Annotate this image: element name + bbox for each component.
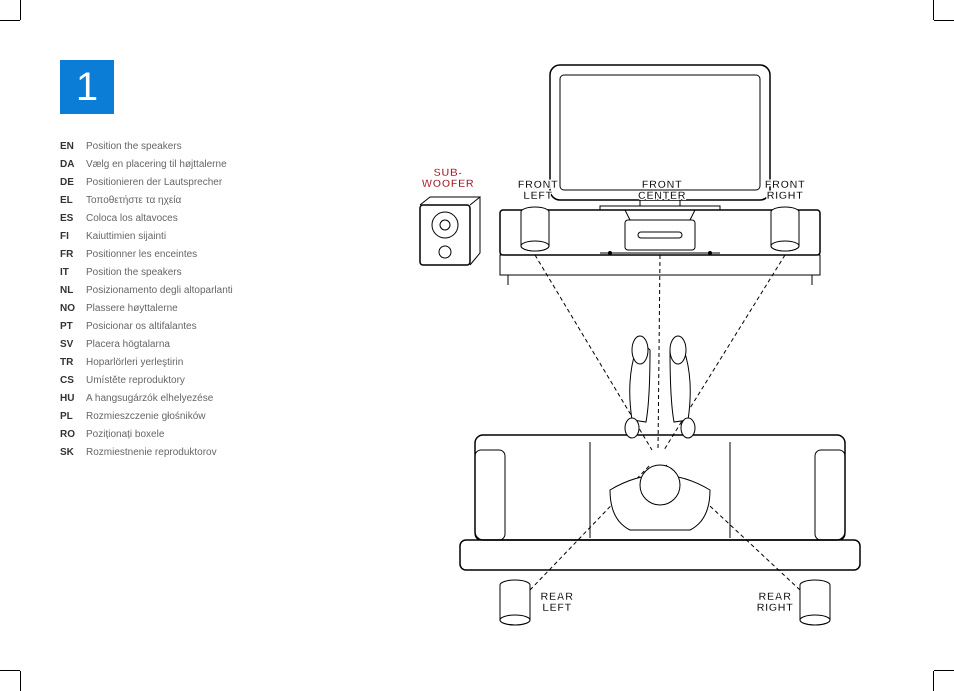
lang-text: Rozmiestnenie reproduktorov bbox=[86, 444, 217, 462]
lang-code: PL bbox=[60, 408, 86, 426]
lang-code: NO bbox=[60, 300, 86, 318]
label-front-center: FRONTCENTER bbox=[632, 180, 692, 202]
lang-text: Position the speakers bbox=[86, 264, 182, 282]
lang-code: SK bbox=[60, 444, 86, 462]
label-rear-left: REARLEFT bbox=[532, 592, 582, 614]
rear-right-speaker bbox=[800, 580, 830, 625]
lang-text: Posizionamento degli altoparlanti bbox=[86, 282, 233, 300]
lang-text: A hangsugárzók elhelyezése bbox=[86, 390, 213, 408]
step-number-box: 1 bbox=[60, 60, 114, 114]
speaker-diagram: SUB-WOOFER FRONTLEFT FRONTCENTER FRONTRI… bbox=[400, 60, 910, 640]
step-number: 1 bbox=[76, 65, 98, 110]
lang-text: Hoparlörleri yerleştirin bbox=[86, 354, 183, 372]
lang-text: Positionner les enceintes bbox=[86, 246, 197, 264]
lang-code: EN bbox=[60, 138, 86, 156]
lang-text: Coloca los altavoces bbox=[86, 210, 178, 228]
lang-code: PT bbox=[60, 318, 86, 336]
lang-text: Umístěte reproduktory bbox=[86, 372, 185, 390]
lang-code: SV bbox=[60, 336, 86, 354]
subwoofer-icon bbox=[420, 197, 480, 265]
label-subwoofer: SUB-WOOFER bbox=[418, 168, 478, 190]
lang-text: Placera högtalarna bbox=[86, 336, 170, 354]
lang-code: FR bbox=[60, 246, 86, 264]
lang-text: Poziționați boxele bbox=[86, 426, 164, 444]
lang-text: Position the speakers bbox=[86, 138, 182, 156]
lang-text: Posicionar os altifalantes bbox=[86, 318, 197, 336]
lang-code: ES bbox=[60, 210, 86, 228]
front-left-speaker bbox=[521, 207, 549, 251]
label-rear-right: REARRIGHT bbox=[750, 592, 800, 614]
receiver-box bbox=[600, 210, 720, 255]
rear-left-speaker bbox=[500, 580, 530, 625]
lang-code: HU bbox=[60, 390, 86, 408]
lang-code: NL bbox=[60, 282, 86, 300]
label-front-right: FRONTRIGHT bbox=[760, 180, 810, 202]
lang-text: Rozmieszczenie głośników bbox=[86, 408, 206, 426]
lang-text: Τοποθετήστε τα ηχεία bbox=[86, 192, 181, 210]
lang-text: Positionieren der Lautsprecher bbox=[86, 174, 222, 192]
listener-person bbox=[610, 336, 710, 530]
lang-code: DA bbox=[60, 156, 86, 174]
label-front-left: FRONTLEFT bbox=[513, 180, 563, 202]
lang-code: RO bbox=[60, 426, 86, 444]
lang-code: DE bbox=[60, 174, 86, 192]
front-right-speaker bbox=[771, 207, 799, 251]
lang-code: EL bbox=[60, 192, 86, 210]
lang-code: IT bbox=[60, 264, 86, 282]
lang-text: Kaiuttimien sijainti bbox=[86, 228, 166, 246]
lang-code: CS bbox=[60, 372, 86, 390]
lang-text: Plassere høyttalerne bbox=[86, 300, 178, 318]
lang-text: Vælg en placering til højttalerne bbox=[86, 156, 227, 174]
lang-code: FI bbox=[60, 228, 86, 246]
lang-code: TR bbox=[60, 354, 86, 372]
